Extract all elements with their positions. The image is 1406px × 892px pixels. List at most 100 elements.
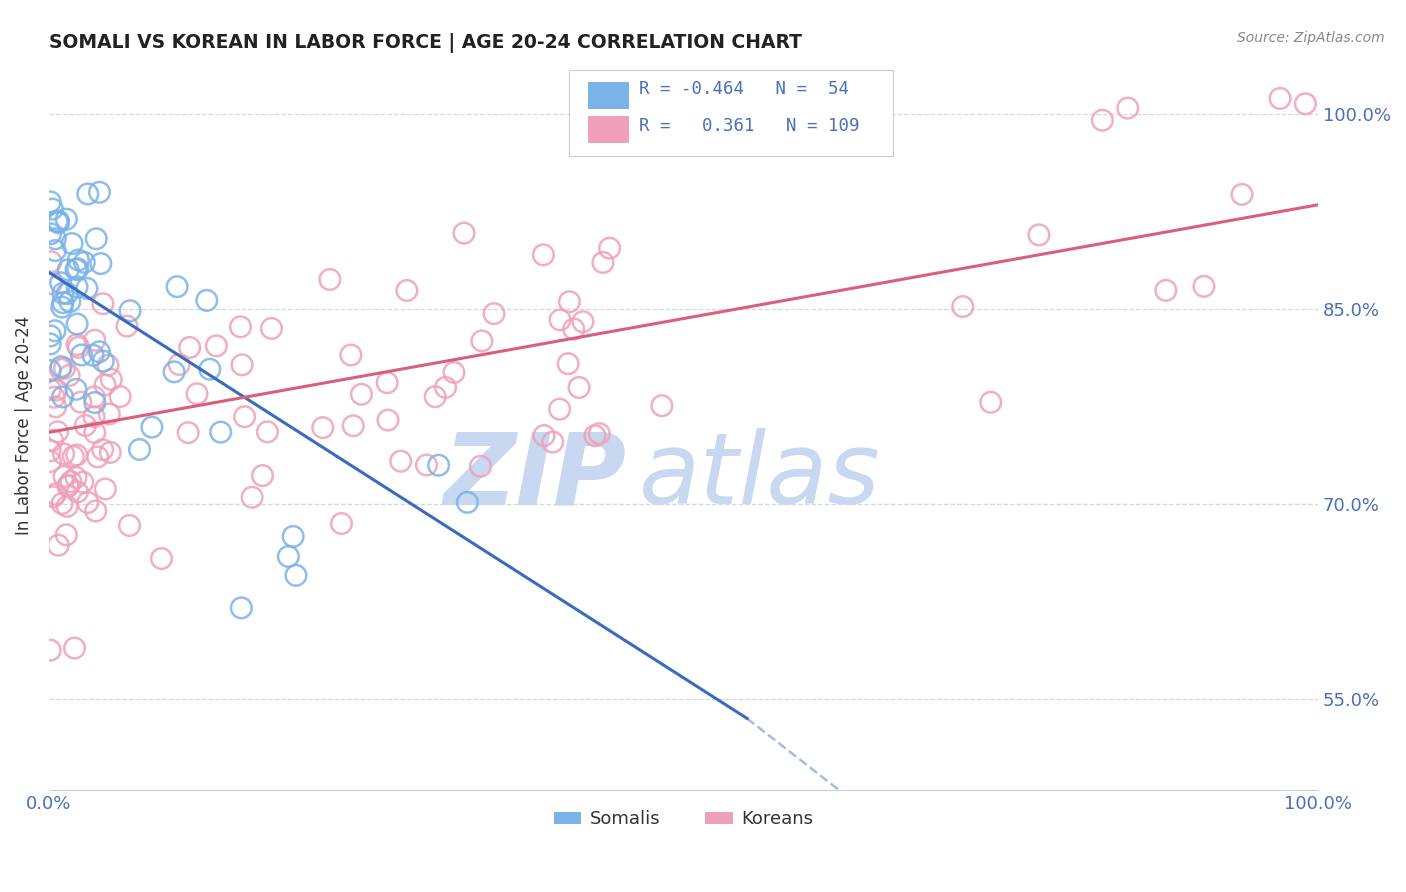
Point bbox=[42, 490, 65, 504]
Point bbox=[65, 382, 87, 396]
Point bbox=[62, 450, 84, 464]
Point bbox=[186, 386, 208, 401]
Point bbox=[39, 254, 62, 268]
Point bbox=[91, 442, 114, 457]
Point bbox=[453, 226, 475, 240]
Point bbox=[55, 212, 77, 227]
Point bbox=[434, 380, 457, 394]
Point bbox=[98, 445, 121, 459]
Point bbox=[83, 390, 105, 404]
Point bbox=[1091, 113, 1114, 128]
Point bbox=[75, 418, 97, 433]
Point bbox=[41, 202, 63, 216]
Point bbox=[231, 600, 253, 615]
Point bbox=[599, 241, 621, 255]
Point bbox=[53, 361, 76, 376]
Point bbox=[56, 500, 79, 514]
Point bbox=[115, 319, 138, 334]
Point bbox=[51, 497, 73, 511]
Legend: Somalis, Koreans: Somalis, Koreans bbox=[547, 803, 821, 836]
Point bbox=[46, 538, 69, 552]
Point bbox=[1268, 91, 1291, 105]
Point bbox=[56, 286, 79, 301]
FancyBboxPatch shape bbox=[569, 70, 893, 156]
Point bbox=[100, 372, 122, 386]
Point bbox=[82, 348, 104, 362]
Point bbox=[389, 454, 412, 468]
Point bbox=[41, 433, 63, 447]
Point bbox=[44, 244, 66, 258]
Y-axis label: In Labor Force | Age 20-24: In Labor Force | Age 20-24 bbox=[15, 316, 32, 535]
Point bbox=[350, 387, 373, 401]
Point bbox=[45, 400, 67, 414]
Text: Source: ZipAtlas.com: Source: ZipAtlas.com bbox=[1237, 31, 1385, 45]
Point bbox=[588, 426, 610, 441]
Point bbox=[163, 365, 186, 379]
Point bbox=[558, 294, 581, 309]
Point bbox=[952, 300, 974, 314]
Point bbox=[44, 232, 66, 246]
Point bbox=[49, 276, 72, 290]
Point bbox=[52, 295, 75, 310]
Point bbox=[330, 516, 353, 531]
Point bbox=[233, 409, 256, 424]
Text: SOMALI VS KOREAN IN LABOR FORCE | AGE 20-24 CORRELATION CHART: SOMALI VS KOREAN IN LABOR FORCE | AGE 20… bbox=[49, 33, 801, 53]
Point bbox=[72, 475, 94, 490]
Point bbox=[198, 362, 221, 376]
Point bbox=[128, 442, 150, 457]
Point bbox=[39, 363, 62, 377]
Point bbox=[395, 284, 418, 298]
Point bbox=[583, 428, 606, 442]
Point bbox=[70, 348, 93, 362]
Point bbox=[91, 296, 114, 310]
Point bbox=[568, 380, 591, 394]
Point bbox=[39, 227, 62, 241]
Point bbox=[94, 482, 117, 496]
Point bbox=[177, 425, 200, 440]
Point bbox=[482, 307, 505, 321]
Point bbox=[1294, 96, 1316, 111]
Point bbox=[277, 549, 299, 564]
Point bbox=[66, 317, 89, 331]
Point bbox=[312, 420, 335, 434]
Point bbox=[76, 281, 98, 295]
Point bbox=[39, 383, 62, 397]
Point bbox=[67, 340, 90, 354]
Point bbox=[83, 333, 105, 347]
Point bbox=[66, 280, 89, 294]
Point bbox=[53, 469, 76, 483]
Point bbox=[150, 551, 173, 566]
Point bbox=[415, 458, 437, 472]
Point bbox=[84, 232, 107, 246]
Point bbox=[52, 390, 75, 404]
Point bbox=[49, 359, 72, 374]
Point bbox=[541, 435, 564, 450]
Point bbox=[240, 490, 263, 504]
Point bbox=[63, 641, 86, 656]
Point bbox=[557, 357, 579, 371]
Text: atlas: atlas bbox=[640, 428, 880, 525]
Point bbox=[256, 425, 278, 439]
FancyBboxPatch shape bbox=[588, 116, 628, 144]
Point bbox=[59, 475, 82, 489]
Point bbox=[39, 643, 62, 657]
Point bbox=[39, 443, 62, 458]
Point bbox=[58, 479, 80, 493]
Point bbox=[209, 425, 232, 439]
Point bbox=[89, 344, 111, 359]
Point bbox=[572, 315, 595, 329]
Point bbox=[39, 277, 62, 291]
Point bbox=[39, 337, 62, 351]
Point bbox=[83, 425, 105, 440]
Point bbox=[229, 319, 252, 334]
Point bbox=[52, 447, 75, 461]
Point bbox=[427, 458, 450, 473]
Point bbox=[284, 568, 307, 582]
Point bbox=[456, 495, 478, 509]
Point bbox=[39, 194, 62, 209]
Point bbox=[340, 348, 363, 362]
Point bbox=[48, 214, 70, 228]
Point bbox=[65, 262, 87, 277]
Point bbox=[1116, 101, 1139, 115]
Point bbox=[58, 368, 80, 383]
